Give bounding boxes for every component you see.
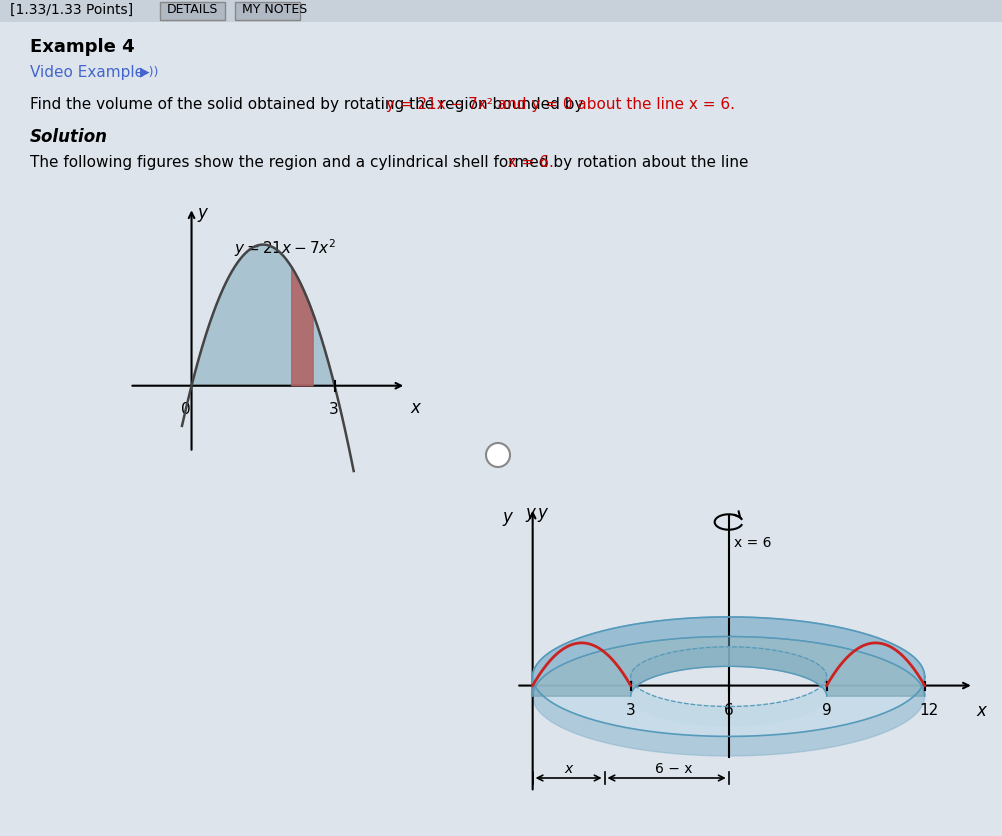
- Polygon shape: [630, 647, 826, 696]
- Circle shape: [486, 443, 509, 467]
- Text: y: y: [537, 504, 547, 522]
- Text: ▶)): ▶)): [140, 65, 159, 78]
- Text: Video Example: Video Example: [30, 65, 144, 80]
- Text: MY NOTES: MY NOTES: [241, 3, 307, 16]
- Text: x: x: [411, 399, 421, 416]
- Text: i: i: [496, 448, 499, 462]
- Text: y: y: [502, 507, 512, 526]
- Polygon shape: [532, 617, 924, 737]
- FancyBboxPatch shape: [160, 2, 224, 20]
- Text: Find the volume of the solid obtained by rotating the region bounded by: Find the volume of the solid obtained by…: [30, 97, 588, 112]
- Text: x: x: [564, 762, 572, 776]
- Polygon shape: [532, 676, 924, 756]
- Text: DETAILS: DETAILS: [167, 3, 218, 16]
- Text: 6 − x: 6 − x: [654, 762, 691, 776]
- Text: 6: 6: [723, 703, 732, 718]
- FancyBboxPatch shape: [0, 0, 1002, 22]
- Text: y = 21x − 7x² and y = 0 about the line x = 6.: y = 21x − 7x² and y = 0 about the line x…: [30, 97, 734, 112]
- Text: $y = 21x - 7x^2$: $y = 21x - 7x^2$: [234, 237, 337, 259]
- Text: 12: 12: [919, 703, 938, 718]
- Polygon shape: [532, 636, 924, 696]
- Text: Example 4: Example 4: [30, 38, 134, 56]
- Text: 9: 9: [821, 703, 831, 718]
- Text: [1.33/1.33 Points]: [1.33/1.33 Points]: [10, 3, 133, 17]
- Polygon shape: [630, 676, 826, 726]
- Text: The following figures show the region and a cylindrical shell formed by rotation: The following figures show the region an…: [30, 155, 753, 170]
- Text: y: y: [197, 204, 207, 222]
- Text: x = 6: x = 6: [732, 536, 771, 550]
- Text: 3: 3: [625, 703, 635, 718]
- Polygon shape: [532, 617, 924, 696]
- Polygon shape: [292, 268, 313, 385]
- Text: x: x: [976, 701, 986, 720]
- FancyBboxPatch shape: [234, 2, 300, 20]
- Text: y: y: [525, 504, 535, 522]
- Text: Solution: Solution: [30, 128, 108, 146]
- Text: 0: 0: [181, 402, 190, 417]
- Polygon shape: [191, 245, 335, 385]
- Text: 3: 3: [329, 402, 339, 417]
- Text: x = 6.: x = 6.: [30, 155, 553, 170]
